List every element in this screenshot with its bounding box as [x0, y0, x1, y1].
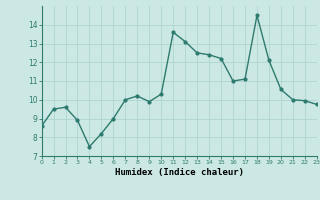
X-axis label: Humidex (Indice chaleur): Humidex (Indice chaleur): [115, 168, 244, 177]
